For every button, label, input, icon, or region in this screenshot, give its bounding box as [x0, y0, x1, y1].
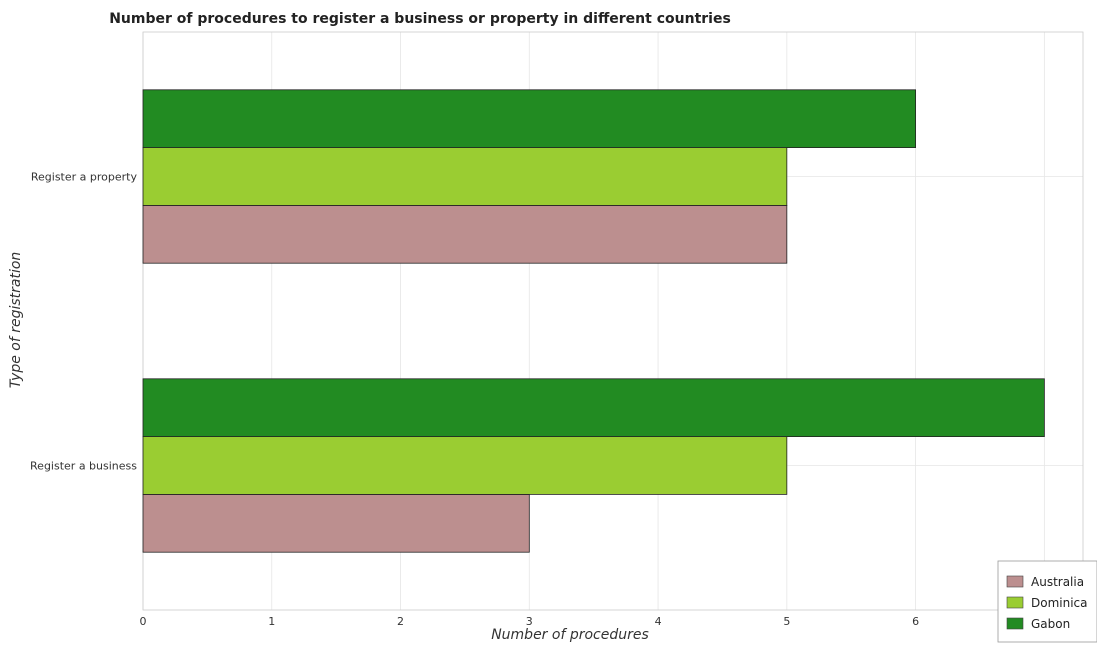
x-tick-label: 0 — [140, 615, 147, 628]
bar-australia-0 — [142, 493, 530, 553]
legend-swatch-gabon — [1006, 617, 1024, 630]
y-tick-label: Register a property — [31, 171, 138, 184]
y-axis-label: Type of registration — [8, 252, 24, 389]
bar-australia-1 — [142, 204, 788, 264]
x-tick-label: 2 — [397, 615, 404, 628]
y-tick-label: Register a business — [30, 460, 137, 473]
legend-swatch-australia — [1006, 575, 1024, 588]
x-tick-label: 6 — [912, 615, 919, 628]
chart-title: Number of procedures to register a busin… — [109, 11, 731, 27]
bar-gabon-0 — [142, 378, 1045, 437]
plot-frame — [142, 31, 1084, 611]
legend-label-gabon: Gabon — [1031, 617, 1070, 631]
legend: Australia Dominica Gabon — [997, 560, 1097, 643]
bars-group — [142, 89, 1045, 553]
legend-label-australia: Australia — [1031, 575, 1084, 589]
x-tick-label: 5 — [783, 615, 790, 628]
x-tick-label: 4 — [655, 615, 662, 628]
x-tick-label: 3 — [526, 615, 533, 628]
legend-swatch-dominica — [1006, 596, 1024, 609]
y-tick-labels: Register a business Register a property — [30, 171, 137, 473]
bar-dominica-0 — [142, 436, 788, 495]
x-tick-label: 1 — [268, 615, 275, 628]
bar-dominica-1 — [142, 147, 788, 206]
x-axis-label: Number of procedures — [491, 627, 649, 643]
legend-label-dominica: Dominica — [1031, 596, 1088, 610]
bar-gabon-1 — [142, 89, 917, 149]
